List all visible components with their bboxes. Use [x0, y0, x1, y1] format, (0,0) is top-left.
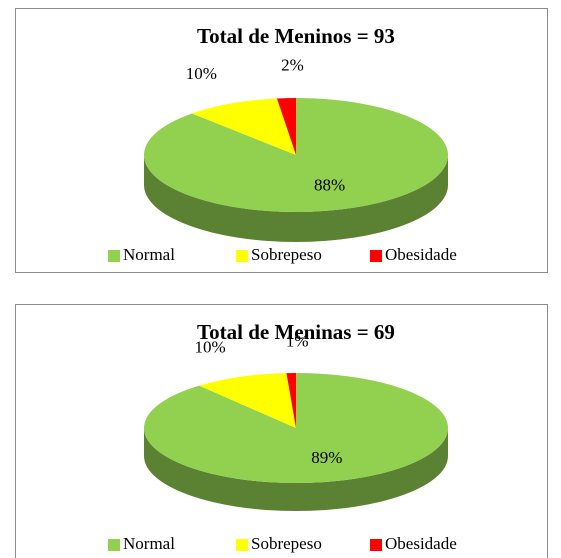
- legend-swatch: [108, 250, 120, 262]
- legend-label: Obesidade: [385, 534, 457, 553]
- chart-title: Total de Meninos = 93: [197, 24, 395, 48]
- data-label: 2%: [281, 56, 304, 75]
- pie-side: [144, 155, 448, 242]
- legend-label: Normal: [123, 534, 175, 553]
- data-label: 1%: [286, 332, 309, 351]
- legend-label: Sobrepeso: [251, 245, 322, 264]
- pie-side: [144, 428, 448, 511]
- data-label: 88%: [314, 176, 345, 195]
- pie-slice: [199, 373, 296, 428]
- legend-label: Normal: [123, 245, 175, 264]
- pie-slice: [286, 373, 296, 428]
- data-label: 89%: [311, 448, 342, 467]
- legend-label: Obesidade: [385, 245, 457, 264]
- legend-label: Sobrepeso: [251, 534, 322, 553]
- legend-swatch: [370, 250, 382, 262]
- legend-swatch: [370, 539, 382, 551]
- legend-swatch: [108, 539, 120, 551]
- legend-swatch: [236, 250, 248, 262]
- pie-slice: [143, 373, 448, 483]
- legend-swatch: [236, 539, 248, 551]
- data-label: 10%: [194, 338, 225, 357]
- chart-title: Total de Meninas = 69: [197, 320, 395, 344]
- pie-slice: [191, 98, 296, 155]
- data-label: 10%: [186, 64, 217, 83]
- pie-slice: [276, 98, 296, 155]
